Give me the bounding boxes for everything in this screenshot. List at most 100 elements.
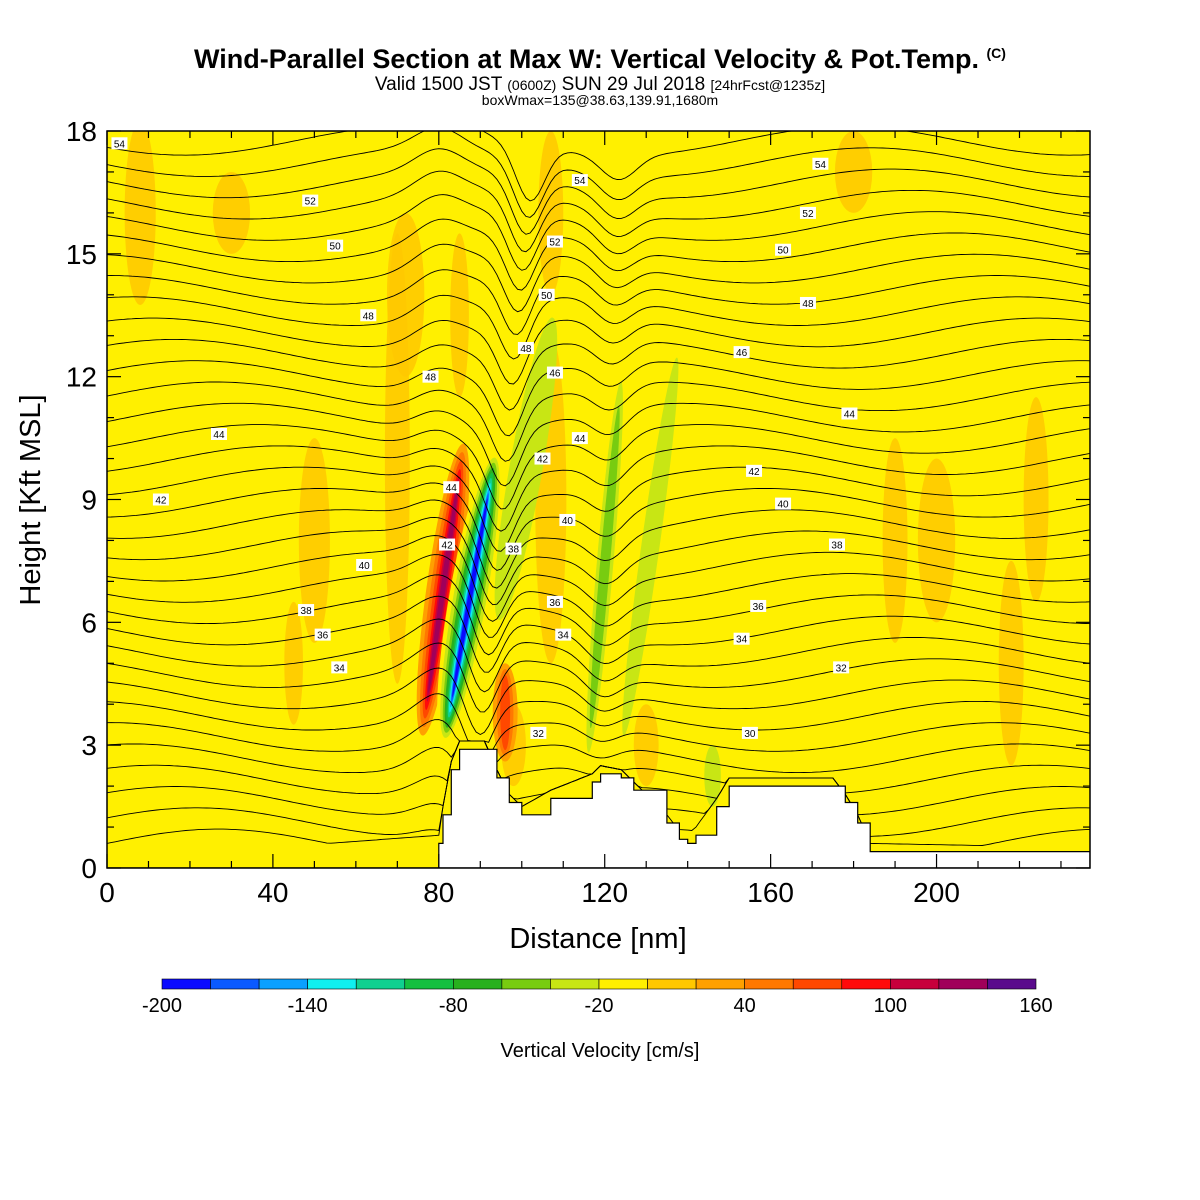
- isentrope-label: 42: [439, 538, 456, 552]
- isentrope-label: 40: [559, 513, 576, 527]
- isentrope-label-text: 30: [744, 729, 756, 740]
- isentrope-label-text: 48: [520, 344, 532, 355]
- colorbar-swatch: [938, 978, 988, 990]
- isentrope-line: [107, 338, 1090, 411]
- isentrope-label: 44: [571, 432, 588, 445]
- y-tick-label: 15: [66, 239, 97, 270]
- isentrope-label: 50: [327, 239, 344, 253]
- y-tick-label: 9: [81, 485, 97, 516]
- valid-time: Valid 1500 JST: [374, 74, 502, 95]
- colorbar-swatch: [404, 978, 454, 990]
- forecast-info: [24hrFcst@1235z]: [710, 77, 826, 93]
- w-contour-band: [704, 745, 721, 807]
- chart-title: Wind-Parallel Section at Max W: Vertical…: [0, 44, 1200, 75]
- isentrope-label-text: 42: [442, 541, 454, 552]
- colorbar-tick-label: -80: [439, 995, 468, 1017]
- isentrope-label-text: 52: [549, 238, 561, 249]
- x-tick-label: 200: [913, 877, 960, 908]
- isentrope-label-text: 34: [558, 631, 570, 642]
- isentrope-label-text: 50: [330, 242, 342, 253]
- terrain-profile: [107, 748, 1090, 868]
- plot-area: 54 52 50 48 48 44 42 40 38 36 34 44 42 54 52 50 48 46 44 42…: [107, 131, 1090, 868]
- colorbar-tick-label: -200: [142, 995, 182, 1017]
- w-updraft-region: [450, 233, 469, 398]
- isentrope-label: 44: [841, 407, 858, 421]
- isentrope-label: 48: [799, 296, 816, 310]
- isentrope-label: 42: [746, 464, 763, 478]
- valid-date: SUN 29 Jul 2018: [561, 74, 706, 95]
- isentrope-line: [107, 554, 1090, 638]
- isentrope-label-text: 54: [574, 176, 586, 187]
- y-tick-label: 18: [66, 116, 97, 147]
- isentrope-line: [107, 693, 1090, 743]
- valid-zulu: (0600Z): [507, 77, 557, 93]
- isentrope-line: [107, 317, 1090, 385]
- colorbar-swatch: [355, 978, 406, 990]
- isentrope-label-text: 34: [334, 663, 346, 674]
- colorbar-swatch: [987, 978, 1037, 990]
- isentrope-label-text: 44: [446, 483, 458, 494]
- isentrope-label-text: 36: [549, 598, 561, 609]
- w-updraft-region: [998, 560, 1024, 766]
- isentrope-line: [107, 740, 1090, 774]
- isentrope-label-text: 36: [753, 602, 765, 613]
- colorbar-swatch: [501, 978, 551, 990]
- isentrope-label-text: 34: [736, 635, 748, 646]
- title-mark: (C): [986, 45, 1006, 61]
- colorbar-swatch: [695, 978, 745, 990]
- x-tick-label: 40: [257, 877, 288, 908]
- isentrope-label-text: 52: [305, 197, 317, 208]
- y-tick-label: 6: [81, 607, 97, 638]
- isentrope-line: [107, 535, 1090, 622]
- w-contour-band: [500, 674, 511, 751]
- isentrope-line: [107, 218, 1090, 291]
- isentrope-label: 38: [298, 604, 315, 617]
- isentrope-line: [107, 618, 1090, 693]
- isentrope-line: [107, 719, 1090, 752]
- chart-subtitle: Valid 1500 JST (0600Z) SUN 29 Jul 2018 […: [0, 74, 1200, 96]
- isentrope-label-text: 32: [533, 729, 545, 740]
- colorbar-tick-label: 40: [734, 995, 756, 1017]
- isentrope-label: 42: [152, 493, 169, 507]
- w-updraft-region: [212, 171, 251, 254]
- colorbar-tick-label: -140: [288, 995, 328, 1017]
- isentrope-label: 52: [302, 194, 319, 208]
- isentrope-label: 48: [517, 342, 534, 355]
- isentrope-line: [107, 131, 1090, 218]
- isentrope-line: [107, 642, 1090, 713]
- isentrope-line: [107, 740, 1090, 795]
- x-axis-label: Distance [nm]: [509, 923, 686, 955]
- isentrope-label-text: 40: [562, 516, 574, 527]
- isentrope-line: [107, 499, 1090, 589]
- colorbar-tick-label: 100: [874, 995, 907, 1017]
- isentrope-label-text: 54: [815, 160, 827, 171]
- colorbar-tick-label: -20: [585, 995, 614, 1017]
- isentrope-label: 48: [422, 370, 439, 384]
- isentrope-label-text: 32: [836, 663, 848, 674]
- colorbar-swatch: [210, 978, 260, 990]
- w-contour-band: [622, 357, 679, 736]
- isentrope-label: 36: [750, 599, 767, 613]
- isentrope-line: [107, 574, 1090, 656]
- isentrope-label-text: 48: [363, 311, 375, 322]
- x-tick-label: 160: [747, 877, 794, 908]
- isentrope-line: [107, 381, 1090, 462]
- y-axis-label: Height [Kft MSL]: [15, 394, 47, 605]
- isentrope-label: 34: [555, 628, 572, 642]
- colorbar-tick-label: 160: [1019, 995, 1052, 1017]
- isentrope-line: [107, 482, 1090, 571]
- colorbar-swatch: [890, 978, 940, 990]
- isentrope-label: 52: [799, 206, 816, 220]
- w-updraft-region: [1023, 397, 1049, 602]
- isentrope-label: 38: [505, 542, 522, 556]
- y-tick-label: 12: [66, 362, 97, 393]
- isentrope-label-text: 46: [736, 348, 748, 359]
- box-wmax-line: boxWmax=135@38.63,139.91,1680m: [481, 92, 719, 108]
- x-tick-label: 80: [423, 877, 454, 908]
- isentrope-label: 52: [546, 235, 563, 249]
- colorbar: -200 -140 -80 -20 40 100 160: [142, 978, 1053, 1017]
- isentrope-label: 40: [356, 559, 373, 572]
- isentrope-label: 34: [331, 661, 348, 674]
- colorbar-swatch: [841, 978, 891, 990]
- isentrope-line: [107, 148, 1090, 235]
